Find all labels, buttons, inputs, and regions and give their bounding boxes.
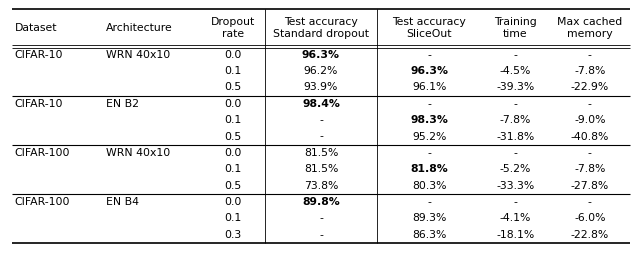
- Text: CIFAR-100: CIFAR-100: [15, 148, 70, 158]
- Text: 0.1: 0.1: [225, 164, 242, 174]
- Text: -39.3%: -39.3%: [496, 82, 534, 92]
- Text: -7.8%: -7.8%: [500, 115, 531, 125]
- Text: 96.3%: 96.3%: [410, 66, 448, 76]
- Text: -7.8%: -7.8%: [574, 66, 605, 76]
- Text: -27.8%: -27.8%: [571, 181, 609, 191]
- Text: -6.0%: -6.0%: [574, 213, 605, 223]
- Text: 0.3: 0.3: [225, 230, 242, 240]
- Text: 0.0: 0.0: [225, 197, 242, 207]
- Text: 0.0: 0.0: [225, 99, 242, 109]
- Text: -4.5%: -4.5%: [500, 66, 531, 76]
- Text: Dropout
rate: Dropout rate: [211, 17, 255, 39]
- Text: 98.3%: 98.3%: [410, 115, 448, 125]
- Text: 98.4%: 98.4%: [302, 99, 340, 109]
- Text: -: -: [588, 50, 592, 60]
- Text: -: -: [513, 50, 517, 60]
- Text: CIFAR-100: CIFAR-100: [15, 197, 70, 207]
- Text: -7.8%: -7.8%: [574, 164, 605, 174]
- Text: -: -: [513, 99, 517, 109]
- Text: 96.1%: 96.1%: [412, 82, 446, 92]
- Text: 81.5%: 81.5%: [304, 148, 338, 158]
- Text: -18.1%: -18.1%: [496, 230, 534, 240]
- Text: 96.3%: 96.3%: [302, 50, 340, 60]
- Text: Max cached
memory: Max cached memory: [557, 17, 623, 39]
- Text: Architecture: Architecture: [106, 23, 173, 33]
- Text: -: -: [428, 99, 431, 109]
- Text: Test accuracy
Standard dropout: Test accuracy Standard dropout: [273, 17, 369, 39]
- Text: -: -: [513, 148, 517, 158]
- Text: EN B2: EN B2: [106, 99, 139, 109]
- Text: -: -: [319, 230, 323, 240]
- Text: EN B4: EN B4: [106, 197, 139, 207]
- Text: -: -: [588, 99, 592, 109]
- Text: 0.0: 0.0: [225, 148, 242, 158]
- Text: CIFAR-10: CIFAR-10: [15, 50, 63, 60]
- Text: Training
time: Training time: [494, 17, 537, 39]
- Text: -: -: [428, 148, 431, 158]
- Text: CIFAR-10: CIFAR-10: [15, 99, 63, 109]
- Text: -: -: [319, 213, 323, 223]
- Text: WRN 40x10: WRN 40x10: [106, 50, 170, 60]
- Text: 93.9%: 93.9%: [304, 82, 338, 92]
- Text: -: -: [588, 197, 592, 207]
- Text: -: -: [513, 197, 517, 207]
- Text: -5.2%: -5.2%: [500, 164, 531, 174]
- Text: -: -: [588, 148, 592, 158]
- Text: WRN 40x10: WRN 40x10: [106, 148, 170, 158]
- Text: 81.5%: 81.5%: [304, 164, 338, 174]
- Text: 0.0: 0.0: [225, 50, 242, 60]
- Text: 81.8%: 81.8%: [410, 164, 448, 174]
- Text: 96.2%: 96.2%: [304, 66, 338, 76]
- Text: -: -: [319, 132, 323, 142]
- Text: -4.1%: -4.1%: [500, 213, 531, 223]
- Text: -9.0%: -9.0%: [574, 115, 605, 125]
- Text: 95.2%: 95.2%: [412, 132, 446, 142]
- Text: 0.5: 0.5: [225, 82, 242, 92]
- Text: 0.1: 0.1: [225, 115, 242, 125]
- Text: -22.9%: -22.9%: [571, 82, 609, 92]
- Text: -40.8%: -40.8%: [571, 132, 609, 142]
- Text: -31.8%: -31.8%: [496, 132, 534, 142]
- Text: 89.8%: 89.8%: [302, 197, 340, 207]
- Text: -33.3%: -33.3%: [496, 181, 534, 191]
- Text: -: -: [428, 197, 431, 207]
- Text: Dataset: Dataset: [15, 23, 57, 33]
- Text: 0.5: 0.5: [225, 181, 242, 191]
- Text: 0.1: 0.1: [225, 66, 242, 76]
- Text: 73.8%: 73.8%: [304, 181, 338, 191]
- Text: 80.3%: 80.3%: [412, 181, 447, 191]
- Text: Test accuracy
SliceOut: Test accuracy SliceOut: [392, 17, 466, 39]
- Text: 0.1: 0.1: [225, 213, 242, 223]
- Text: -: -: [428, 50, 431, 60]
- Text: 89.3%: 89.3%: [412, 213, 446, 223]
- Text: 86.3%: 86.3%: [412, 230, 446, 240]
- Text: -22.8%: -22.8%: [571, 230, 609, 240]
- Text: -: -: [319, 115, 323, 125]
- Text: 0.5: 0.5: [225, 132, 242, 142]
